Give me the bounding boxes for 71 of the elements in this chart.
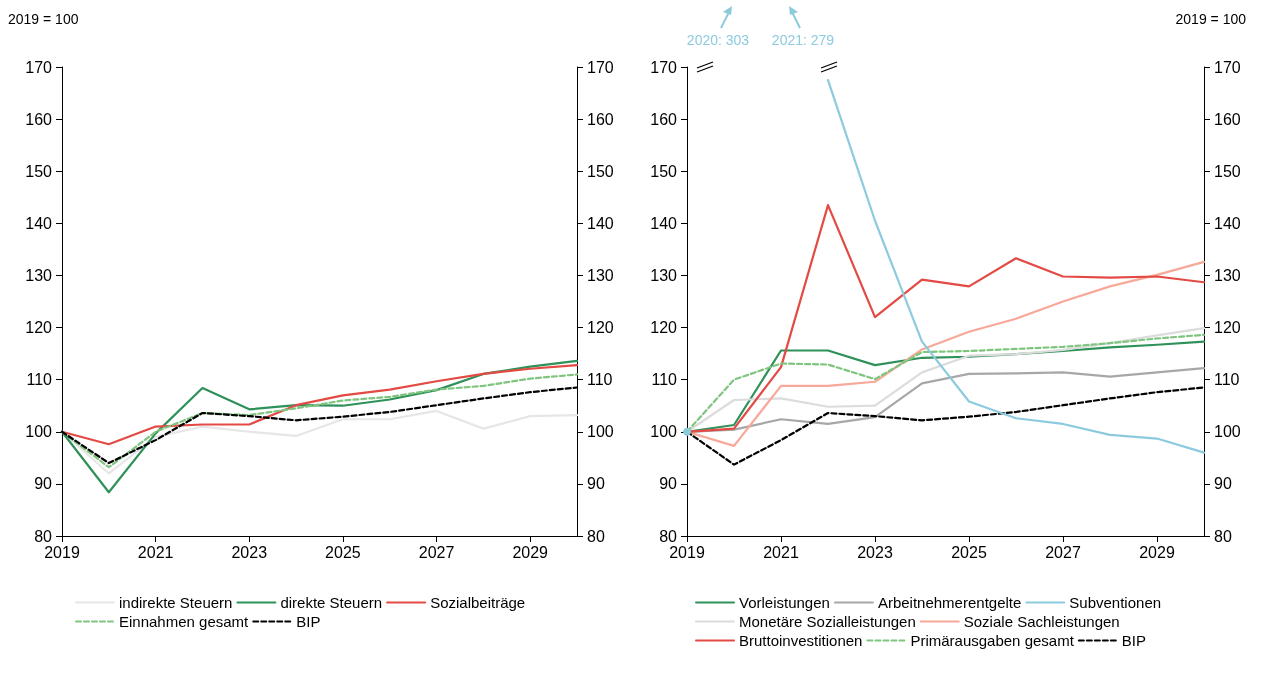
legend-label: Subventionen: [1069, 594, 1162, 611]
text: 2021: 279: [771, 32, 835, 48]
legend-label: Sozialbeiträge: [430, 594, 526, 611]
y2-tick-label: 90: [1214, 475, 1232, 493]
y2-tick-label: 140: [1214, 214, 1241, 232]
x-tick-label: 2029: [1139, 543, 1175, 561]
y-tick-label: 150: [25, 162, 53, 180]
text: 2020: 303: [686, 32, 750, 48]
text: 2019 = 100: [8, 11, 79, 27]
y-tick-label: 80: [34, 527, 53, 545]
text: 2019 = 100: [1175, 11, 1247, 27]
line-series: [60, 373, 579, 469]
y2-tick-label: 100: [1214, 423, 1241, 441]
y-tick-label: 130: [25, 266, 53, 284]
legend-label: BIP: [296, 613, 321, 630]
y-tick-label: 120: [25, 319, 53, 337]
y-tick-label: 160: [650, 110, 678, 128]
y2-tick-label: 130: [587, 266, 614, 284]
x-tick-label: 2019: [669, 543, 705, 561]
x-tick-label: 2021: [763, 543, 799, 561]
y-tick-label: 100: [650, 423, 678, 441]
legend-label: indirekte Steuern: [119, 594, 233, 611]
y2-tick-label: 160: [1214, 110, 1241, 128]
y-tick-label: 100: [25, 423, 53, 441]
y2-tick-label: 120: [587, 319, 614, 337]
y2-tick-label: 150: [587, 162, 614, 180]
y-tick-label: 90: [34, 475, 53, 493]
legend-label: Arbeitnehmerentgelte: [877, 594, 1022, 611]
x-tick-label: 2019: [44, 543, 80, 561]
y-tick-label: 150: [650, 162, 678, 180]
legend-label: Einnahmen gesamt: [119, 613, 250, 630]
y-tick-label: 120: [650, 319, 678, 337]
line-series: [60, 359, 579, 494]
y2-tick-label: 110: [1214, 371, 1240, 389]
y-tick-label: 90: [659, 475, 678, 493]
y-tick-label: 140: [25, 214, 53, 232]
x-tick-label: 2021: [137, 543, 174, 561]
y-tick-label: 140: [650, 214, 678, 232]
legend-label: direkte Steuern: [280, 594, 383, 611]
y2-tick-label: 160: [587, 110, 614, 128]
x-tick-label: 2027: [1045, 543, 1081, 561]
y-tick-label: 110: [651, 371, 678, 389]
legend-label: BIP: [1121, 632, 1147, 649]
y-tick-label: 160: [25, 110, 53, 128]
x-tick-label: 2027: [418, 543, 455, 561]
y-tick-label: 170: [25, 58, 53, 76]
x-tick-label: 2025: [325, 543, 361, 561]
x-tick-label: 2025: [951, 543, 987, 561]
legend-label: Vorleistungen: [739, 594, 830, 611]
y2-tick-label: 130: [1214, 266, 1241, 284]
legend-label: Primärausgaben gesamt: [910, 632, 1075, 649]
legend-label: Bruttoinvestitionen: [739, 632, 863, 649]
x-tick-label: 2029: [512, 543, 549, 561]
y-tick-label: 80: [659, 527, 678, 545]
legend-label: Soziale Sachleistungen: [963, 613, 1120, 630]
x-tick-label: 2023: [857, 543, 893, 561]
y-tick-label: 170: [650, 58, 678, 76]
y2-tick-label: 150: [1214, 162, 1241, 180]
y2-tick-label: 140: [587, 214, 614, 232]
y2-tick-label: 80: [587, 527, 605, 545]
y2-tick-label: 120: [1214, 319, 1241, 337]
y-tick-label: 130: [650, 266, 678, 284]
y2-tick-label: 110: [587, 371, 613, 389]
x-tick-label: 2023: [231, 543, 268, 561]
y2-tick-label: 170: [587, 58, 614, 76]
legend-label: Monetäre Sozialleistungen: [739, 613, 916, 630]
y2-tick-label: 170: [1214, 58, 1241, 76]
y2-tick-label: 100: [587, 423, 614, 441]
y-tick-label: 110: [26, 371, 53, 389]
y2-tick-label: 80: [1214, 527, 1232, 545]
y2-tick-label: 90: [587, 475, 605, 493]
